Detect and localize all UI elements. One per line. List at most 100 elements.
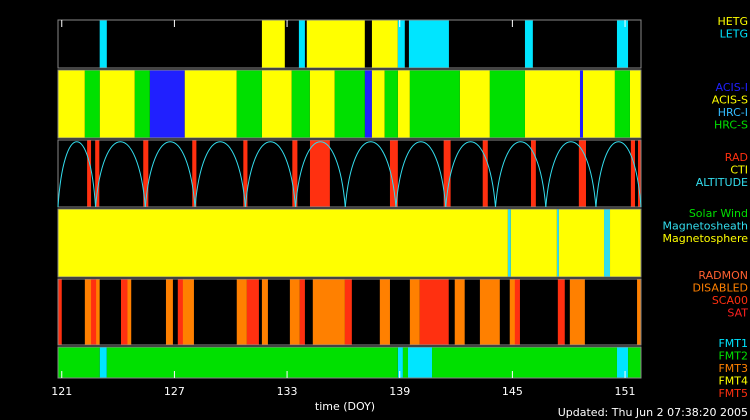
legend-label: HRC-S: [714, 119, 748, 132]
x-tick-label: 121: [51, 385, 72, 398]
footer: Updated: Thu Jun 2 07:38:20 2005: [558, 406, 748, 419]
interval: [514, 279, 520, 345]
legend-label: FMT4: [718, 375, 748, 388]
interval: [637, 279, 641, 345]
panel-frame: [57, 69, 642, 139]
legend-label: Magnetosphere: [663, 232, 749, 245]
interval: [524, 70, 580, 138]
interval: [604, 209, 611, 277]
interval: [91, 279, 97, 345]
interval: [58, 347, 100, 378]
interval: [616, 20, 629, 68]
legend-label: ACIS-S: [712, 94, 748, 107]
interval: [409, 70, 460, 138]
interval: [177, 279, 183, 345]
interval: [291, 70, 310, 138]
legend-label: ALTITUDE: [696, 176, 748, 189]
legend-label: SAT: [727, 307, 748, 320]
interval: [507, 209, 511, 277]
interval: [397, 70, 410, 138]
interval: [246, 279, 259, 345]
interval: [184, 70, 237, 138]
interval: [306, 20, 365, 68]
panel-frame: [57, 278, 642, 346]
interval: [578, 140, 586, 207]
interval: [579, 70, 583, 138]
interval: [106, 347, 398, 378]
legend-label: FMT5: [718, 387, 748, 400]
interval: [582, 70, 615, 138]
interval: [298, 20, 305, 68]
interval: [143, 140, 149, 207]
legend-label: DISABLED: [692, 282, 748, 295]
interval: [243, 140, 248, 207]
interval: [389, 140, 398, 207]
interval: [165, 279, 173, 345]
altitude-arc: [295, 141, 346, 208]
interval: [482, 140, 488, 207]
interval: [530, 140, 536, 207]
legend-label: CTI: [730, 164, 748, 177]
legend-label: FMT3: [718, 362, 748, 375]
interval: [261, 70, 292, 138]
interval: [557, 279, 565, 345]
interval: [556, 209, 559, 277]
altitude-arc: [57, 141, 97, 208]
legend-label: Magnetosheath: [663, 220, 749, 233]
legend-label: Solar Wind: [689, 207, 748, 220]
panel-frame: [57, 208, 642, 278]
interval: [58, 279, 62, 345]
interval: [397, 347, 403, 378]
interval: [99, 70, 135, 138]
interval: [524, 20, 533, 68]
interval: [409, 279, 420, 345]
interval: [344, 279, 352, 345]
interval: [569, 279, 585, 345]
legend-label: SCA00: [712, 294, 748, 307]
altitude-arc: [194, 141, 246, 208]
legend-label: HETG: [718, 15, 748, 28]
legend-label: RADMON: [698, 269, 748, 282]
interval: [192, 140, 197, 207]
interval: [509, 279, 520, 345]
interval: [630, 140, 635, 207]
interval: [443, 140, 451, 207]
interval: [58, 209, 508, 277]
interval: [397, 20, 405, 68]
legend-label: FMT2: [718, 350, 748, 363]
interval: [180, 279, 194, 345]
legend-label: ACIS-I: [716, 81, 748, 94]
interval: [479, 279, 500, 345]
interval: [261, 20, 285, 68]
interval: [419, 279, 449, 345]
interval: [379, 279, 390, 345]
panel: [58, 140, 641, 207]
x-tick-label: 133: [277, 385, 298, 398]
altitude-arc: [445, 141, 496, 208]
altitude-arc: [494, 141, 547, 208]
interval: [236, 70, 262, 138]
interval: [489, 70, 525, 138]
x-tick-label: 139: [389, 385, 410, 398]
interval: [236, 279, 247, 345]
altitude-arc: [144, 141, 196, 208]
interval: [99, 347, 107, 378]
interval: [402, 347, 408, 378]
panel-frame: [57, 139, 642, 208]
interval: [87, 140, 92, 207]
interval: [637, 140, 641, 207]
interval: [628, 347, 641, 378]
interval: [558, 209, 605, 277]
interval: [364, 70, 372, 138]
interval: [459, 70, 490, 138]
altitude-arc: [595, 141, 642, 208]
interval: [454, 279, 465, 345]
interval: [408, 20, 449, 68]
altitude-arc: [545, 141, 597, 208]
interval: [407, 347, 433, 378]
x-axis-label: time (DOY): [315, 400, 375, 413]
altitude-arc: [344, 141, 397, 208]
interval: [510, 209, 557, 277]
interval: [299, 279, 305, 345]
